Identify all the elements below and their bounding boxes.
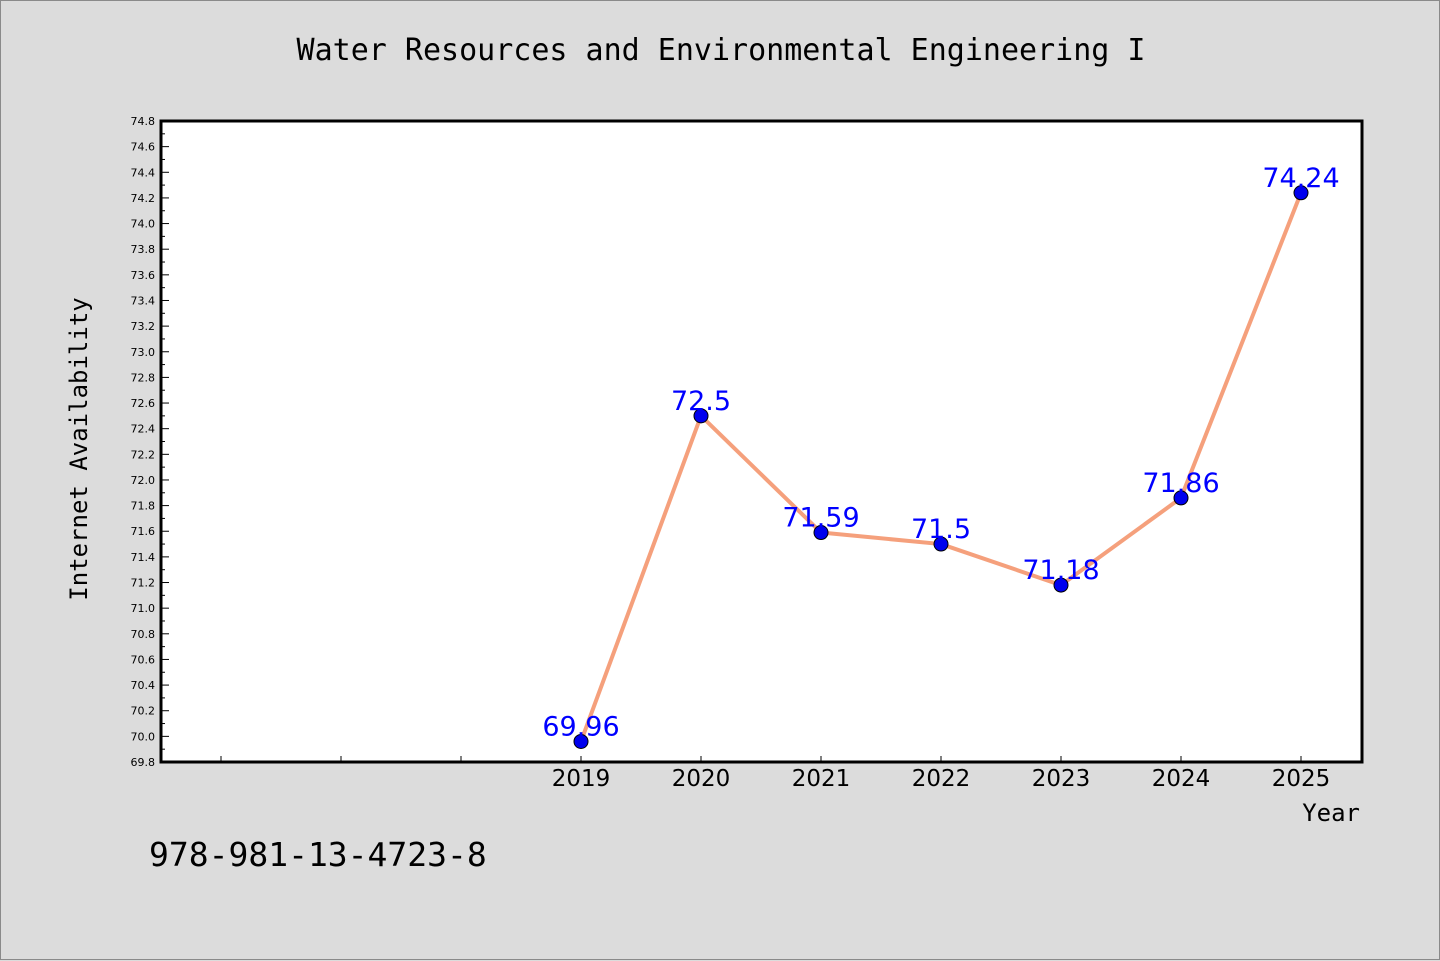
chart-title: Water Resources and Environmental Engine… <box>296 33 1146 68</box>
y-tick-label: 74.8 <box>131 115 156 128</box>
data-label: 69.96 <box>542 711 619 742</box>
y-tick-label: 70.0 <box>131 730 156 743</box>
y-tick-label: 70.4 <box>131 679 156 692</box>
data-label: 71.5 <box>911 514 971 545</box>
y-tick-label: 73.4 <box>131 294 156 307</box>
y-tick-label: 71.8 <box>131 500 156 513</box>
data-point <box>693 408 709 424</box>
x-tick-label: 2023 <box>1032 766 1091 792</box>
x-tick-label: 2025 <box>1272 766 1331 792</box>
data-label: 74.24 <box>1262 163 1339 194</box>
x-tick-label: 2022 <box>912 766 971 792</box>
x-tick-label: 2021 <box>792 766 851 792</box>
plot-area <box>159 119 1364 764</box>
y-tick-label: 71.2 <box>131 577 156 590</box>
y-tick-label: 70.8 <box>131 628 156 641</box>
y-tick-label: 74.0 <box>131 218 156 231</box>
data-label: 71.86 <box>1142 468 1219 499</box>
data-point <box>1053 577 1069 593</box>
y-tick-label: 71.4 <box>131 551 156 564</box>
y-tick-label: 72.0 <box>131 474 156 487</box>
y-tick-label: 70.6 <box>131 653 156 666</box>
y-tick-label: 73.6 <box>131 269 156 282</box>
y-tick-label: 69.8 <box>131 756 156 769</box>
x-tick-label: 2024 <box>1152 766 1211 792</box>
data-label: 71.59 <box>782 503 859 534</box>
y-axis: 69.8 70.0 70.2 70.4 70.6 70.8 71.0 71.2 71.4 71.6… <box>131 115 169 769</box>
data-label: 72.5 <box>671 386 731 417</box>
y-tick-label: 72.2 <box>131 448 156 461</box>
y-tick-label: 73.2 <box>131 320 156 333</box>
data-point <box>1173 490 1189 506</box>
y-tick-label: 72.8 <box>131 371 156 384</box>
x-tick-label: 2019 <box>552 766 611 792</box>
data-point <box>933 536 949 552</box>
x-axis-label: Year <box>1302 799 1360 827</box>
data-point <box>573 733 589 749</box>
data-labels: 69.96 72.5 71.59 71.5 71.18 71.86 74.24 <box>542 163 1339 743</box>
data-point <box>1293 185 1309 201</box>
y-tick-label: 73.8 <box>131 243 156 256</box>
y-tick-label: 74.2 <box>131 192 156 205</box>
x-axis: 2019 2020 2021 2022 2023 2024 2025 <box>220 756 1331 792</box>
data-point <box>813 525 829 541</box>
y-tick-label: 71.0 <box>131 602 156 615</box>
y-tick-label: 73.0 <box>131 346 156 359</box>
y-tick-label: 71.6 <box>131 525 156 538</box>
y-tick-label: 74.6 <box>131 141 156 154</box>
y-tick-label: 72.6 <box>131 397 156 410</box>
y-tick-label: 72.4 <box>131 423 156 436</box>
footer-code: 978-981-13-4723-8 <box>149 835 487 874</box>
data-points <box>573 185 1309 749</box>
y-tick-label: 74.4 <box>131 166 156 179</box>
y-tick-label: 70.2 <box>131 705 156 718</box>
data-label: 71.18 <box>1022 555 1099 586</box>
y-axis-label: Internet Availability <box>65 297 93 600</box>
x-tick-label: 2020 <box>672 766 731 792</box>
